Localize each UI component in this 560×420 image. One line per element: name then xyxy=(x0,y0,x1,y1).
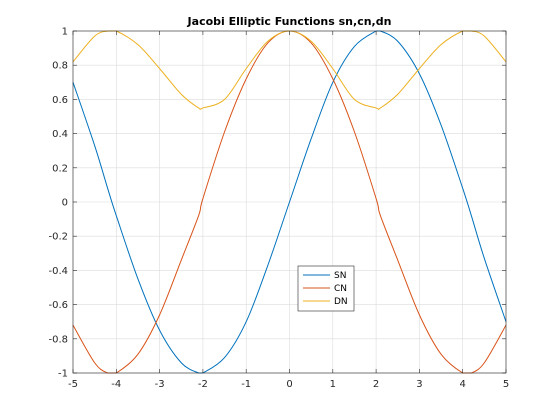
ticks: -5 -4 -3 -2 -1 0 1 2 3 4 5 -1 -0.8 -0.6 -0.4 -0.2 0 0.2 0.… xyxy=(48,27,509,391)
x-tick-label-10: 5 xyxy=(503,379,509,390)
x-tick-label-3: -2 xyxy=(198,379,208,390)
y-tick-label-7: 0.4 xyxy=(52,129,68,140)
series-line-sn xyxy=(72,30,507,374)
y-tick-label-9: 0.8 xyxy=(52,61,68,72)
x-tick-label-9: 4 xyxy=(460,379,466,390)
y-tick-label-5: 0 xyxy=(62,198,68,209)
y-tick-label-10: 1 xyxy=(62,27,68,38)
legend-label-sn: SN xyxy=(334,271,346,281)
y-tick-label-4: -0.2 xyxy=(48,232,68,243)
y-tick-label-1: -0.8 xyxy=(48,334,68,345)
x-tick-label-7: 2 xyxy=(373,379,379,390)
y-tick-label-6: 0.2 xyxy=(52,163,68,174)
legend-label-dn: DN xyxy=(334,297,348,307)
x-tick-label-8: 3 xyxy=(416,379,422,390)
x-tick-label-5: 0 xyxy=(286,379,292,390)
legend[interactable]: SN CN DN xyxy=(297,265,355,312)
y-tick-label-2: -0.6 xyxy=(48,300,68,311)
x-tick-label-6: 1 xyxy=(330,379,336,390)
y-tick-label-8: 0.6 xyxy=(52,95,68,106)
y-tick-label-0: -1 xyxy=(58,369,68,380)
x-tick-label-1: -4 xyxy=(111,379,121,390)
chart-title: Jacobi Elliptic Functions sn,cn,dn xyxy=(187,15,392,28)
x-tick-label-2: -3 xyxy=(155,379,165,390)
x-tick-label-4: -1 xyxy=(241,379,251,390)
y-tick-label-3: -0.4 xyxy=(48,266,68,277)
x-tick-label-0: -5 xyxy=(68,379,78,390)
legend-label-cn: CN xyxy=(334,284,347,294)
